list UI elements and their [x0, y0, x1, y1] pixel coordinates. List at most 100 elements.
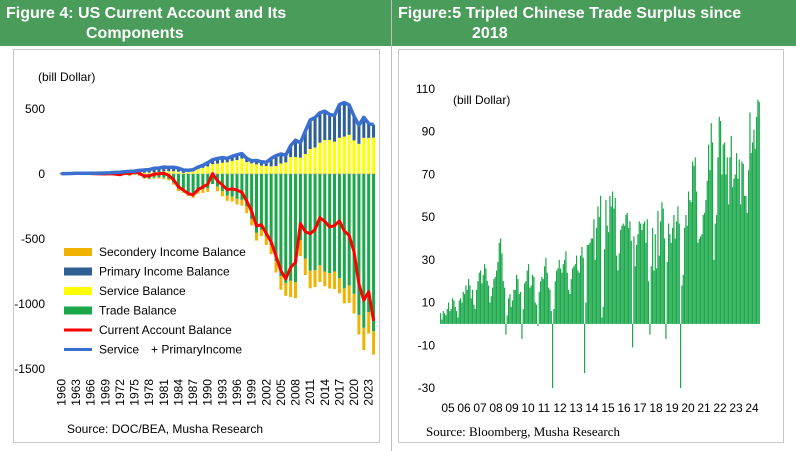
- bar-segment: [313, 117, 317, 148]
- bar-segment: [176, 171, 180, 174]
- monthly-bar: [605, 200, 607, 324]
- x-tick-label: 24: [745, 401, 759, 415]
- bar-segment: [328, 174, 332, 274]
- monthly-bar: [466, 289, 468, 324]
- x-tick-label: 1978: [142, 379, 156, 406]
- x-tick-label: 16: [617, 401, 631, 415]
- bar-segment: [362, 327, 366, 351]
- monthly-bar: [505, 323, 507, 335]
- figure-5-title-line1: Figure:5 Tripled Chinese Trade Surplus s…: [398, 5, 742, 22]
- monthly-bar: [609, 195, 611, 324]
- bar-segment: [342, 136, 346, 174]
- y-tick-label: 50: [422, 210, 436, 224]
- monthly-bar: [541, 276, 543, 324]
- monthly-bar: [661, 202, 663, 324]
- bar-segment: [220, 157, 224, 163]
- y-tick-label: 500: [25, 102, 45, 116]
- monthly-bar: [600, 195, 602, 324]
- monthly-bar: [489, 302, 491, 324]
- monthly-bar: [577, 270, 579, 324]
- bar-segment: [337, 174, 341, 279]
- bar-segment: [367, 312, 371, 334]
- monthly-bar: [441, 319, 443, 324]
- monthly-bar: [557, 268, 559, 324]
- y-tick-label: -10: [418, 338, 436, 352]
- bar-segment: [284, 174, 288, 283]
- bar-segment: [157, 177, 161, 179]
- monthly-bar: [733, 178, 735, 324]
- monthly-bar: [744, 195, 746, 324]
- monthly-bar: [561, 272, 563, 324]
- bar-segment: [352, 293, 356, 314]
- x-tick-label: 15: [601, 401, 615, 415]
- bar-segment: [294, 174, 298, 283]
- monthly-bar: [702, 215, 704, 324]
- monthly-bar: [604, 249, 606, 324]
- bar-segment: [352, 116, 356, 141]
- monthly-bar: [638, 221, 640, 324]
- bar-segment: [294, 156, 298, 174]
- monthly-bar: [488, 285, 490, 324]
- bar-segment: [367, 137, 371, 174]
- monthly-bar: [608, 232, 610, 324]
- monthly-bar: [700, 236, 702, 324]
- bar-segment: [235, 159, 239, 174]
- monthly-bar: [525, 281, 527, 324]
- monthly-bar: [758, 101, 760, 324]
- monthly-bar: [741, 161, 743, 324]
- legend-label: Primary Income Balance: [99, 265, 230, 279]
- bar-segment: [162, 177, 166, 180]
- bar-segment: [264, 174, 268, 237]
- monthly-bar: [520, 291, 522, 324]
- figure-5-header: Figure:5 Tripled Chinese Trade Surplus s…: [392, 0, 796, 46]
- monthly-bar: [688, 191, 690, 324]
- bar-segment: [142, 172, 146, 174]
- monthly-bar: [756, 116, 758, 324]
- bar-segment: [235, 174, 239, 199]
- bar-segment: [323, 111, 327, 141]
- bar-segment: [337, 278, 341, 294]
- x-tick-label: 1990: [201, 379, 215, 406]
- monthly-bar: [589, 242, 591, 324]
- monthly-bar: [678, 223, 680, 324]
- bar-segment: [196, 174, 200, 191]
- monthly-bar: [592, 238, 594, 324]
- bar-segment: [250, 163, 254, 174]
- monthly-bar: [540, 281, 542, 324]
- monthly-bar: [445, 315, 447, 324]
- bar-segment: [328, 273, 332, 289]
- monthly-bar: [542, 279, 544, 324]
- monthly-bar: [685, 215, 687, 324]
- bar-segment: [230, 160, 234, 174]
- legend-label: Service Balance: [99, 284, 186, 298]
- bar-segment: [298, 157, 302, 174]
- bar-segment: [181, 172, 185, 174]
- monthly-bar: [681, 285, 683, 324]
- bar-segment: [372, 174, 376, 332]
- monthly-bar: [550, 311, 552, 324]
- monthly-bar: [554, 281, 556, 324]
- x-tick-label: 1960: [54, 379, 68, 406]
- monthly-bar: [670, 242, 672, 324]
- monthly-bar: [738, 159, 740, 324]
- bar-segment: [250, 174, 254, 219]
- monthly-bar: [612, 191, 614, 324]
- bar-segment: [357, 125, 361, 144]
- bar-segment: [225, 158, 229, 163]
- bar-segment: [372, 331, 376, 355]
- bar-segment: [235, 154, 239, 160]
- figure-4-header: Figure 4: US Current Account and Its Com…: [0, 0, 391, 46]
- bar-segment: [157, 168, 161, 172]
- bar-segment: [230, 156, 234, 161]
- monthly-bar: [641, 229, 643, 324]
- monthly-bar: [500, 238, 502, 324]
- monthly-bar: [509, 294, 511, 324]
- monthly-bar: [716, 215, 718, 324]
- monthly-bar: [492, 287, 494, 324]
- monthly-bar: [506, 315, 508, 324]
- monthly-bar: [674, 238, 676, 324]
- x-tick-label: 2002: [259, 379, 273, 406]
- monthly-bar: [706, 180, 708, 324]
- bar-segment: [250, 218, 254, 226]
- bar-segment: [323, 140, 327, 174]
